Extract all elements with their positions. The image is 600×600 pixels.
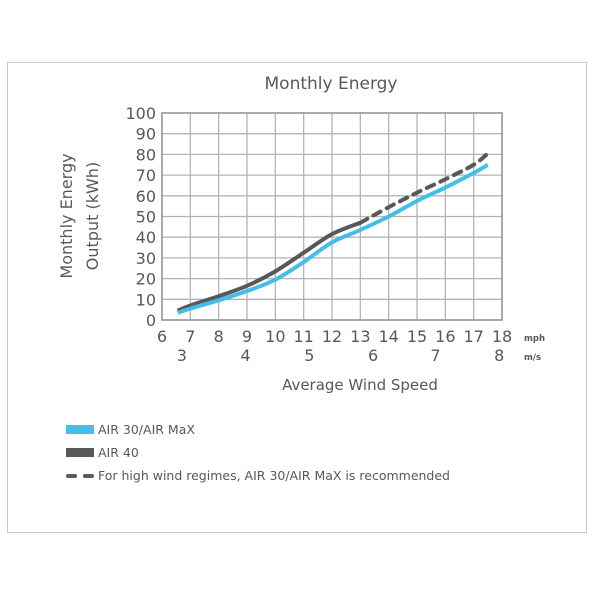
- y-tick-label: 80: [136, 145, 156, 164]
- y-tick-label: 70: [136, 166, 156, 185]
- x-tick-label-ms: 6: [368, 346, 378, 365]
- legend-item-air30: AIR 30/AIR MaX: [66, 418, 450, 441]
- chart-frame: [7, 62, 587, 533]
- y-axis-title: Monthly Energy Output (kWh): [57, 153, 102, 278]
- legend-item-high-wind: For high wind regimes, AIR 30/AIR MaX is…: [66, 464, 450, 487]
- series-line-air30: [176, 163, 489, 315]
- x-tick-label-mph: 15: [407, 327, 427, 346]
- y-tick-label: 30: [136, 249, 156, 268]
- y-tick-label: 10: [136, 290, 156, 309]
- chart-title: Monthly Energy: [265, 74, 398, 94]
- y-tick-label: 20: [136, 270, 156, 289]
- x-tick-label-mph: 16: [435, 327, 455, 346]
- y-tick-label: 90: [136, 125, 156, 144]
- plot-area-border: [161, 112, 503, 321]
- x-tick-label-mph: 17: [463, 327, 483, 346]
- legend-swatch-dashed: [66, 473, 94, 478]
- x-tick-label-mph: 9: [242, 327, 252, 346]
- y-tick-label: 60: [136, 187, 156, 206]
- x-tick-label-ms: 5: [304, 346, 314, 365]
- legend: AIR 30/AIR MaX AIR 40 For high wind regi…: [66, 418, 450, 487]
- x-axis-title: Average Wind Speed: [282, 376, 438, 394]
- x-tick-label-mph: 6: [157, 327, 167, 346]
- y-tick-label: 100: [125, 104, 156, 123]
- x-tick-label-mph: 12: [322, 327, 342, 346]
- y-axis-title-line1: Monthly Energy: [57, 153, 76, 278]
- x-tick-label-mph: 7: [185, 327, 195, 346]
- x-tick-label-ms: 4: [240, 346, 250, 365]
- legend-item-air40: AIR 40: [66, 441, 450, 464]
- legend-label-air30: AIR 30/AIR MaX: [98, 422, 195, 437]
- legend-label-air40: AIR 40: [98, 445, 139, 460]
- y-axis-title-line2: Output (kWh): [83, 162, 102, 270]
- grid: [161, 112, 503, 321]
- y-tick-label: 40: [136, 228, 156, 247]
- x-unit-ms: m/s: [524, 353, 541, 363]
- x-tick-labels: 6 7 8 9 10 11 12 13 14 15 16 17 183 4 5 6 7 8: [157, 327, 512, 365]
- x-tick-label-ms: 7: [430, 346, 440, 365]
- x-tick-label-ms: 8: [494, 346, 504, 365]
- x-tick-label-mph: 10: [265, 327, 285, 346]
- series-line-air40-dashed: [358, 151, 490, 225]
- x-unit-mph: mph: [524, 334, 545, 344]
- x-tick-label-mph: 14: [378, 327, 398, 346]
- legend-swatch-air30: [66, 425, 94, 434]
- y-tick-label: 50: [136, 208, 156, 227]
- x-tick-label-mph: 11: [293, 327, 313, 346]
- x-tick-label-mph: 8: [214, 327, 224, 346]
- legend-swatch-air40: [66, 448, 94, 457]
- x-tick-label-mph: 13: [350, 327, 370, 346]
- series-lines: [176, 151, 490, 315]
- legend-label-high-wind: For high wind regimes, AIR 30/AIR MaX is…: [98, 468, 450, 483]
- x-tick-label-ms: 3: [177, 346, 187, 365]
- series-line-air40: [176, 220, 362, 313]
- x-tick-label-mph: 18: [492, 327, 512, 346]
- y-tick-label: 0: [146, 311, 156, 330]
